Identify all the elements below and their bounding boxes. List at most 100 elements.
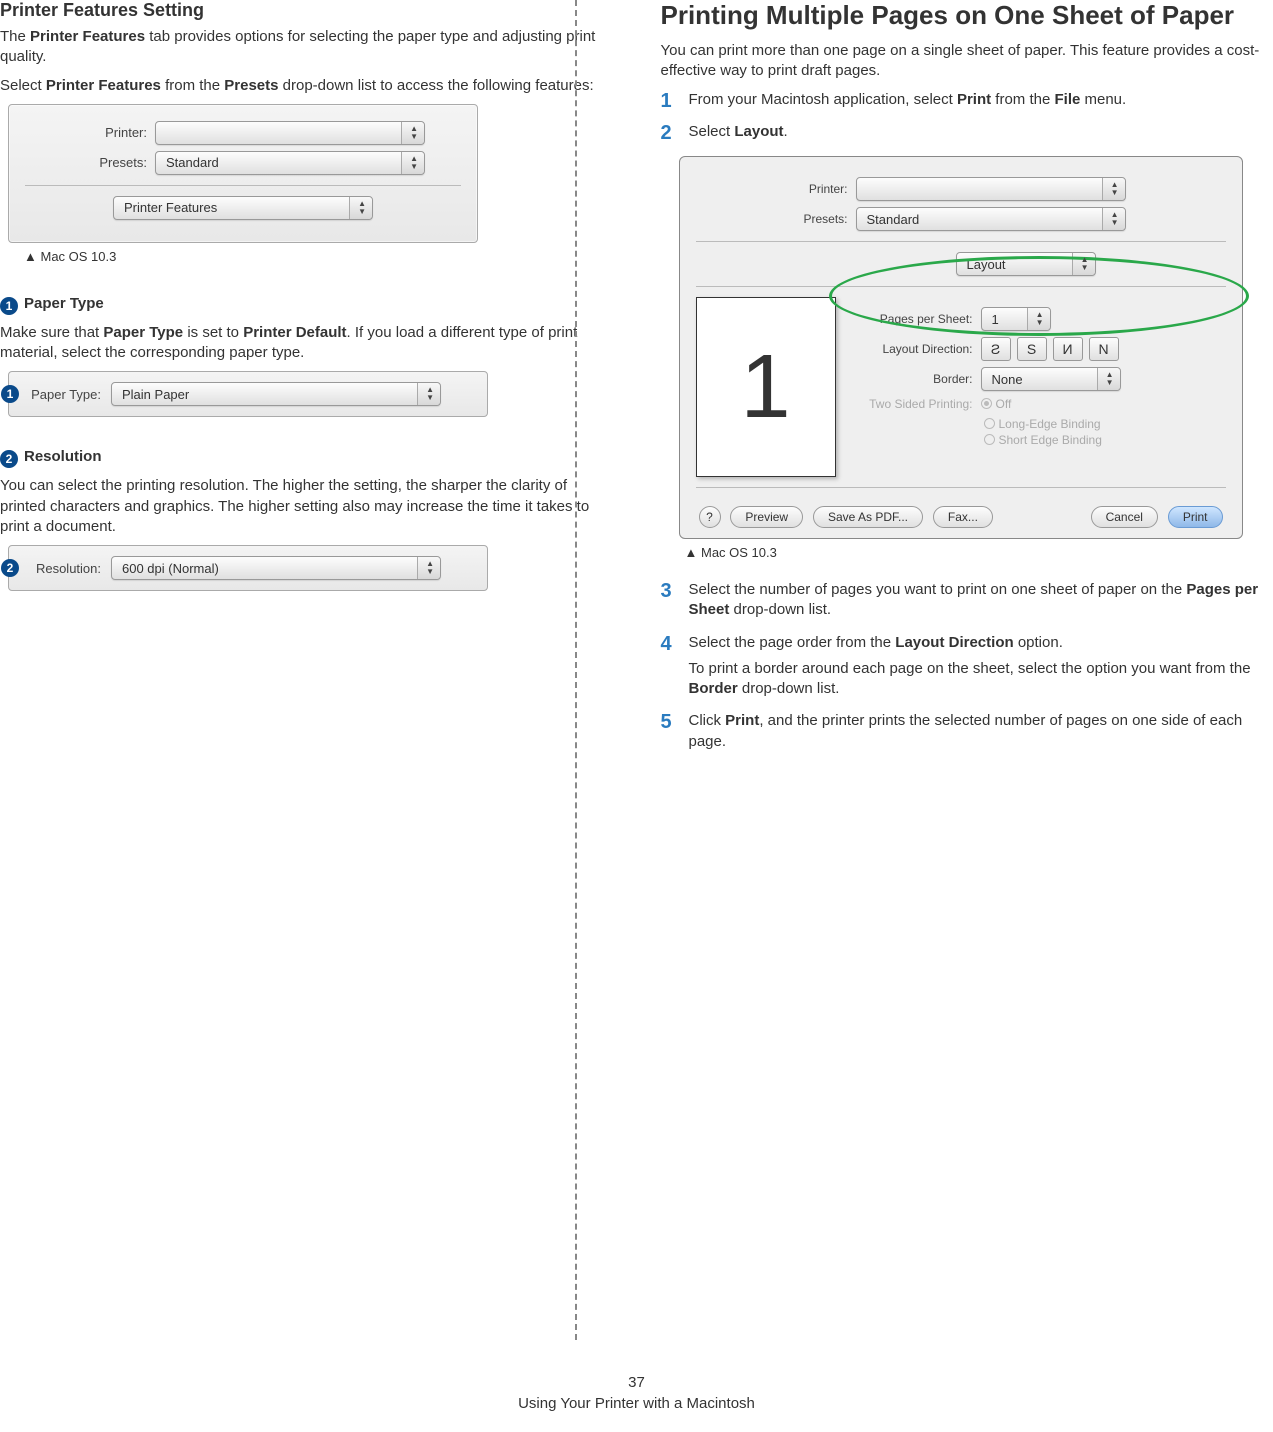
step-num-1: 1 — [661, 90, 689, 116]
t: Printer Features — [30, 28, 145, 45]
left-intro-1: The Printer Features tab provides option… — [0, 27, 613, 68]
t: Paper Type — [103, 324, 183, 341]
printer-select[interactable]: ▲▼ — [155, 121, 425, 145]
right-intro: You can print more than one page on a si… — [661, 41, 1273, 82]
feature-paper-type: 1 Paper Type Make sure that Paper Type is… — [0, 294, 613, 418]
t: To print a border around each page on th… — [689, 660, 1251, 677]
overlay-num-1: 1 — [1, 385, 19, 403]
resolution-label: Resolution: — [21, 561, 111, 576]
t: Border — [689, 680, 738, 697]
page-number: 37 — [0, 1374, 1273, 1391]
dlg-presets-value: Standard — [867, 212, 920, 227]
tsp-long-label: Long-Edge Binding — [999, 417, 1101, 431]
feature2-body: You can select the printing resolution. … — [0, 476, 613, 537]
step-2: 2 Select Layout. — [661, 122, 1273, 148]
t: Click — [689, 712, 726, 729]
ld-btn-3[interactable]: И — [1053, 337, 1083, 361]
paper-type-label: Paper Type: — [21, 387, 111, 402]
t: Printer Default — [243, 324, 346, 341]
t: menu. — [1080, 91, 1126, 108]
pps-select[interactable]: 1▲▼ — [981, 307, 1051, 331]
features-menu-value: Printer Features — [124, 200, 217, 215]
print-button[interactable]: Print — [1168, 506, 1223, 528]
num-circle-1: 1 — [0, 297, 18, 315]
ld-btn-2[interactable]: S — [1017, 337, 1047, 361]
features-menu-select[interactable]: Printer Features▲▼ — [113, 196, 373, 220]
t: Printer Features — [46, 77, 161, 94]
t: Print — [725, 712, 759, 729]
step-num-2: 2 — [661, 122, 689, 148]
dlg-divider-3 — [696, 487, 1226, 488]
step-num-5: 5 — [661, 711, 689, 758]
feature1-body: Make sure that Paper Type is set to Prin… — [0, 323, 613, 364]
border-select[interactable]: None▲▼ — [981, 367, 1121, 391]
right-heading: Printing Multiple Pages on One Sheet of … — [661, 0, 1273, 31]
save-pdf-button[interactable]: Save As PDF... — [813, 506, 923, 528]
t: Print — [957, 91, 991, 108]
overlay-num-2: 2 — [1, 559, 19, 577]
pps-label: Pages per Sheet: — [866, 312, 981, 326]
layout-dialog: Printer: ▲▼ Presets: Standard▲▼ Layout▲▼… — [679, 156, 1243, 539]
dlg-printer-select[interactable]: ▲▼ — [856, 177, 1126, 201]
presets-select[interactable]: Standard▲▼ — [155, 151, 425, 175]
preview-button[interactable]: Preview — [730, 506, 803, 528]
step-num-3: 3 — [661, 580, 689, 627]
tsp-radio-long — [984, 418, 995, 429]
t: Make sure that — [0, 324, 103, 341]
footer-text: Using Your Printer with a Macintosh — [0, 1395, 1273, 1412]
feature1-title: Paper Type — [24, 295, 104, 312]
paper-type-row-panel: 1 Paper Type: Plain Paper▲▼ — [8, 371, 488, 417]
page-content: Printer Features Setting The Printer Fea… — [0, 0, 1273, 1340]
step-4: 4 Select the page order from the Layout … — [661, 633, 1273, 706]
tsp-short-label: Short Edge Binding — [999, 433, 1102, 447]
feature-resolution: 2 Resolution You can select the printing … — [0, 447, 613, 591]
dlg-printer-label: Printer: — [796, 182, 856, 196]
t: , and the printer prints the selected nu… — [689, 712, 1243, 749]
presets-value: Standard — [166, 155, 219, 170]
t: option. — [1014, 634, 1063, 651]
resolution-select[interactable]: 600 dpi (Normal)▲▼ — [111, 556, 441, 580]
t: is set to — [183, 324, 243, 341]
t: drop-down list. — [729, 601, 831, 618]
t: File — [1054, 91, 1080, 108]
printer-label: Printer: — [25, 125, 155, 140]
dlg-layout-value: Layout — [967, 257, 1006, 272]
paper-type-select[interactable]: Plain Paper▲▼ — [111, 382, 441, 406]
step-num-4: 4 — [661, 633, 689, 706]
help-button[interactable]: ? — [699, 506, 721, 528]
right-column: Printing Multiple Pages on One Sheet of … — [637, 0, 1273, 1340]
left-column: Printer Features Setting The Printer Fea… — [0, 0, 637, 1340]
tsp-radio-off — [981, 398, 992, 409]
resolution-value: 600 dpi (Normal) — [122, 561, 219, 576]
ld-btn-1[interactable]: Ƨ — [981, 337, 1011, 361]
fax-button[interactable]: Fax... — [933, 506, 993, 528]
dlg-divider-1 — [696, 241, 1226, 242]
ld-btn-4[interactable]: N — [1089, 337, 1119, 361]
column-divider — [575, 0, 577, 1340]
t: Presets — [224, 77, 278, 94]
page-footer: 37 Using Your Printer with a Macintosh — [0, 1374, 1273, 1412]
panel-divider — [25, 185, 461, 186]
dlg-divider-2 — [696, 286, 1226, 287]
t: Select — [689, 123, 735, 140]
caption-macos-1: Mac OS 10.3 — [24, 249, 613, 264]
cancel-button[interactable]: Cancel — [1091, 506, 1158, 528]
t: Layout — [734, 123, 783, 140]
ld-label: Layout Direction: — [866, 342, 981, 356]
t: . — [784, 123, 788, 140]
left-intro-2: Select Printer Features from the Presets… — [0, 76, 613, 96]
step-3: 3 Select the number of pages you want to… — [661, 580, 1273, 627]
t: Layout Direction — [895, 634, 1013, 651]
page-preview: 1 — [696, 297, 836, 477]
tsp-label: Two Sided Printing: — [866, 397, 981, 411]
feature2-title: Resolution — [24, 448, 102, 465]
tsp-off-label: Off — [996, 397, 1012, 411]
t: from the — [161, 77, 224, 94]
dlg-presets-label: Presets: — [796, 212, 856, 226]
dlg-layout-select[interactable]: Layout▲▼ — [956, 252, 1096, 276]
dlg-right-buttons: Cancel Print — [1088, 506, 1226, 528]
dlg-left-buttons: ? Preview Save As PDF... Fax... — [696, 506, 996, 528]
presets-label: Presets: — [25, 155, 155, 170]
t: from the — [991, 91, 1054, 108]
dlg-presets-select[interactable]: Standard▲▼ — [856, 207, 1126, 231]
